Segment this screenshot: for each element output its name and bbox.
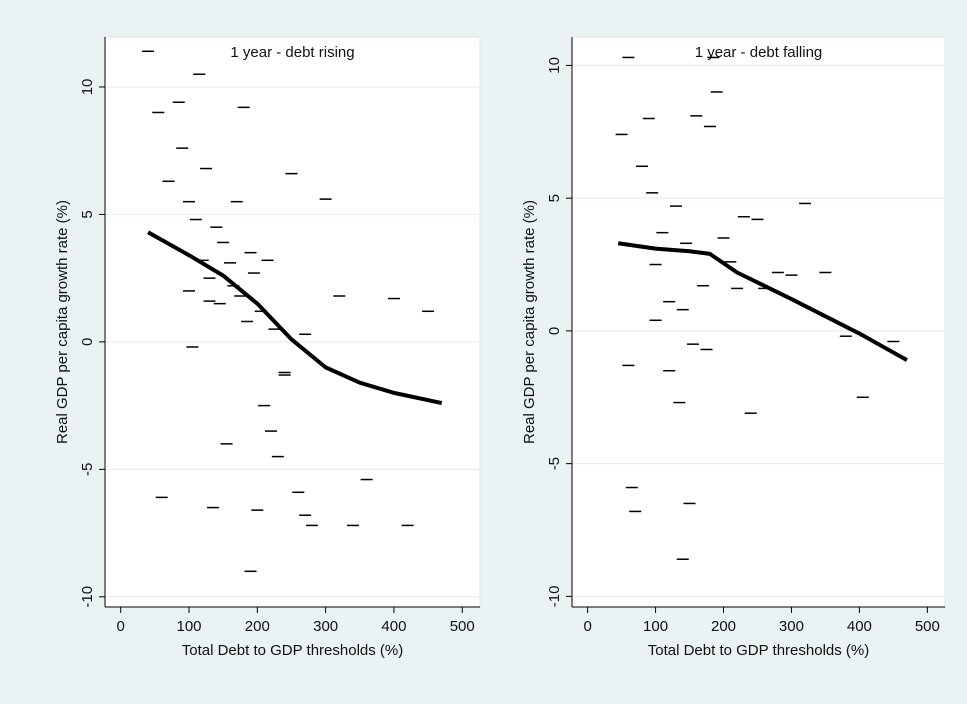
x-tick-label: 100 bbox=[643, 618, 668, 635]
x-tick-label: 0 bbox=[117, 618, 125, 635]
x-tick-label: 400 bbox=[381, 618, 406, 635]
x-tick-label: 0 bbox=[583, 618, 591, 635]
fit-line bbox=[147, 230, 443, 406]
x-axis-label: Total Debt to GDP thresholds (%) bbox=[648, 642, 869, 659]
y-tick-label: 0 bbox=[79, 338, 96, 346]
chart-title: 1 year - debt falling bbox=[695, 44, 823, 61]
y-tick-label: -10 bbox=[79, 586, 96, 608]
x-tick-label: 500 bbox=[450, 618, 475, 635]
plot-area bbox=[571, 36, 946, 608]
y-tick-label: 5 bbox=[79, 210, 96, 218]
y-tick-label: -5 bbox=[546, 457, 563, 470]
x-axis-label: Total Debt to GDP thresholds (%) bbox=[182, 642, 403, 659]
y-axis-label: Real GDP per capita growth rate (%) bbox=[521, 200, 538, 444]
x-tick-label: 200 bbox=[711, 618, 736, 635]
y-tick-label: 10 bbox=[79, 79, 96, 96]
y-tick-label: 10 bbox=[546, 57, 563, 74]
plot-area bbox=[104, 36, 481, 608]
x-tick-label: 500 bbox=[915, 618, 940, 635]
y-tick-label: 0 bbox=[546, 327, 563, 335]
y-tick-label: -10 bbox=[546, 586, 563, 608]
y-tick-label: -5 bbox=[79, 463, 96, 476]
fit-line bbox=[617, 241, 908, 362]
y-axis-label: Real GDP per capita growth rate (%) bbox=[54, 200, 71, 444]
x-tick-label: 200 bbox=[245, 618, 270, 635]
x-tick-label: 100 bbox=[177, 618, 202, 635]
x-tick-label: 300 bbox=[779, 618, 804, 635]
chart-title: 1 year - debt rising bbox=[230, 44, 354, 61]
y-tick-label: 5 bbox=[546, 194, 563, 202]
x-tick-label: 300 bbox=[313, 618, 338, 635]
x-tick-label: 400 bbox=[847, 618, 872, 635]
